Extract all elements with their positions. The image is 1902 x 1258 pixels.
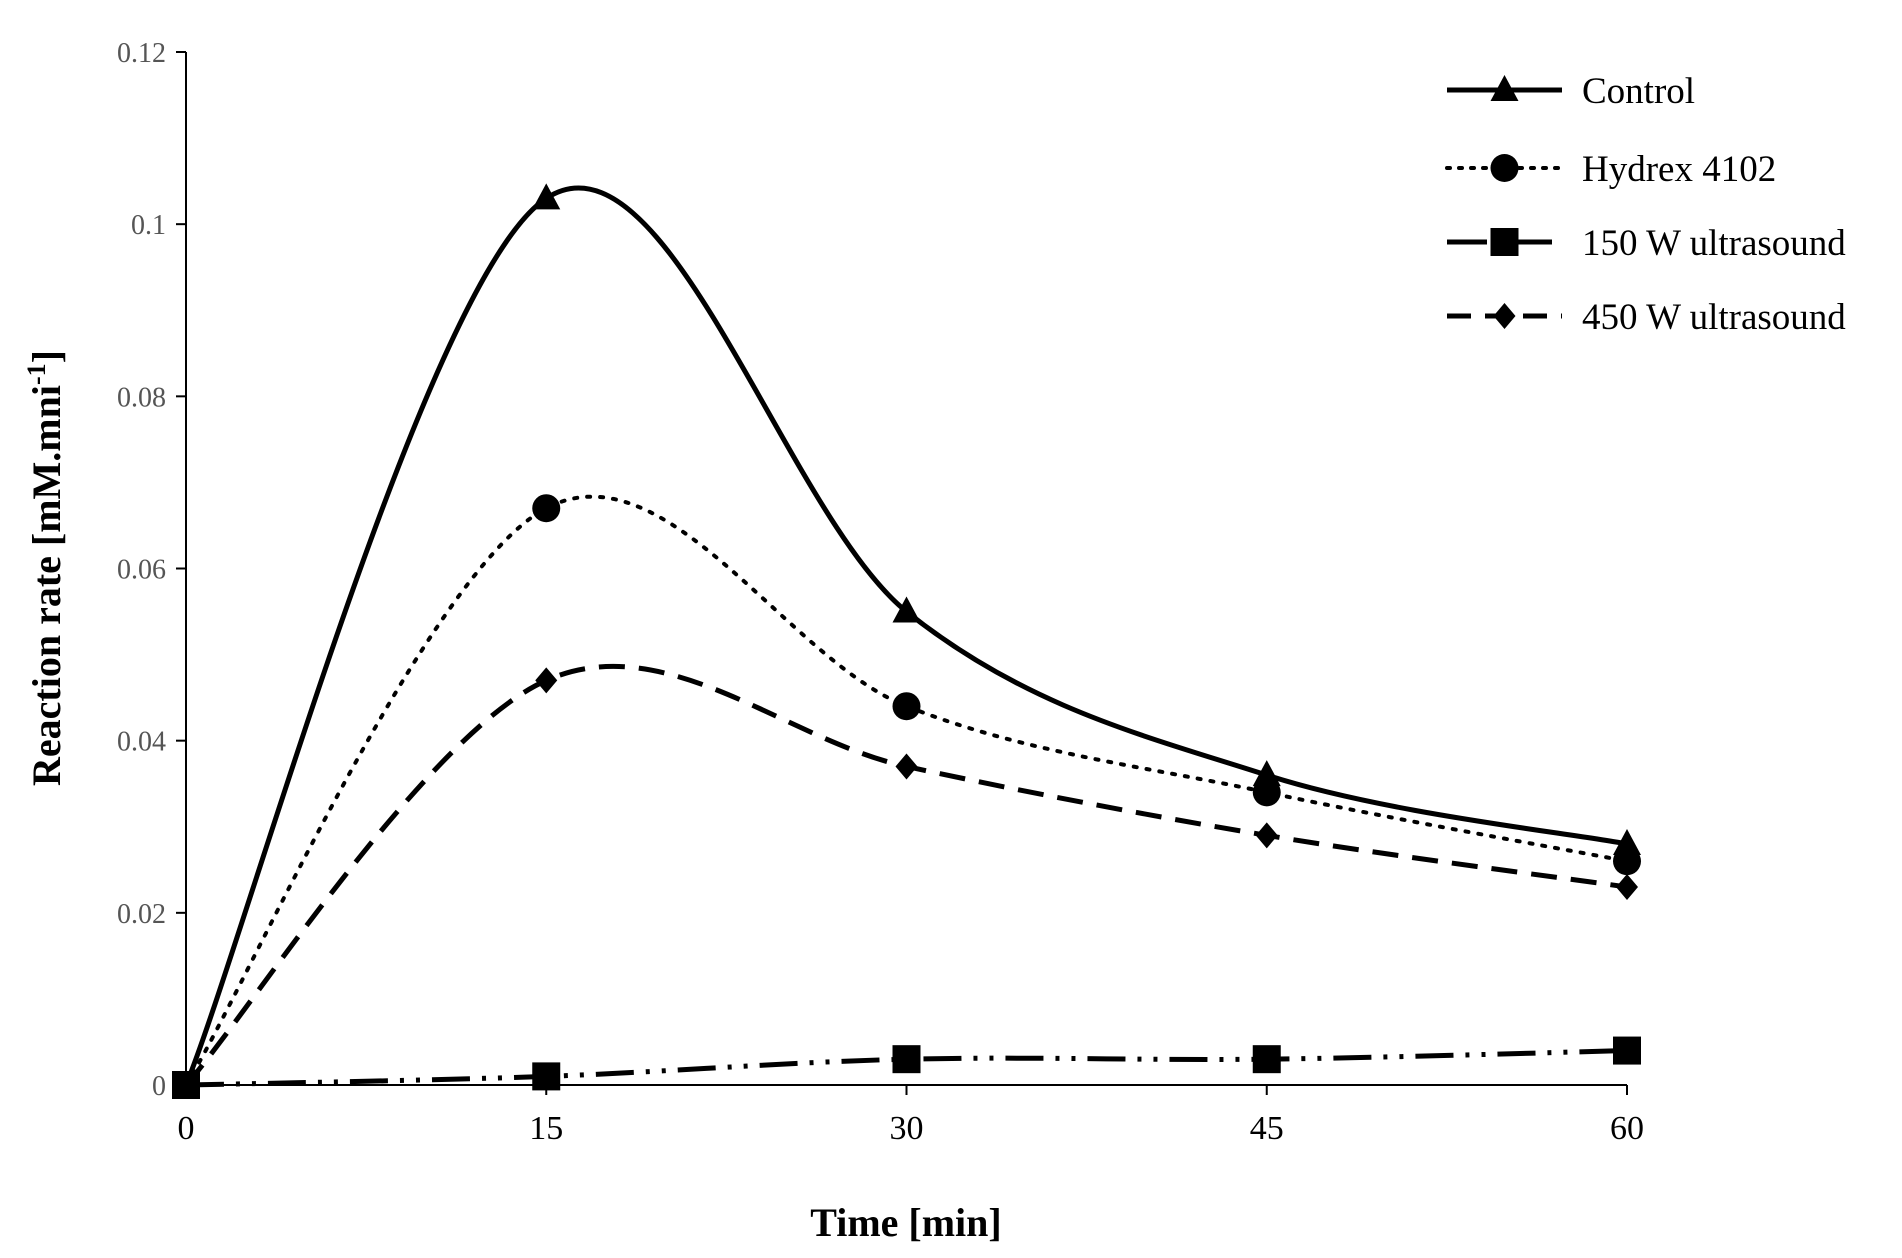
square-marker (532, 1062, 561, 1091)
x-tick-label: 30 (890, 1110, 924, 1147)
legend: Control Hydrex 4102 150 W ultrasound 450 W … (1445, 71, 1846, 338)
square-marker (892, 1045, 921, 1074)
series-line-3 (184, 663, 1628, 1087)
x-axis-title: Time [min] (810, 1200, 1001, 1245)
legend-label: Control (1582, 71, 1695, 112)
triangle-marker (1252, 760, 1281, 787)
y-tick-label: 0.06 (117, 555, 166, 586)
y-tick-label: 0 (152, 1071, 166, 1102)
axes (185, 52, 1627, 1086)
x-tick-label: 60 (1610, 1110, 1644, 1147)
diamond-marker (895, 753, 918, 780)
series-lines (183, 185, 1629, 1088)
legend-circle-icon (1490, 154, 1519, 182)
square-marker (1613, 1036, 1641, 1065)
diamond-marker (175, 1072, 197, 1098)
y-tick-label: 0.1 (131, 210, 166, 241)
legend-square-icon (1490, 228, 1519, 256)
y-tick-label: 0.08 (117, 382, 166, 413)
circle-marker (532, 494, 561, 523)
series-line-1 (184, 494, 1629, 1087)
diamond-marker (1255, 822, 1278, 849)
circle-marker (892, 692, 921, 721)
legend-triangle-icon (1490, 75, 1519, 101)
diamond-marker (1616, 874, 1638, 901)
y-tick-label: 0.12 (117, 38, 166, 69)
square-marker (1252, 1045, 1281, 1074)
legend-label: 150 W ultrasound (1582, 223, 1846, 264)
y-tick-label: 0.02 (117, 899, 166, 930)
diamond-marker (535, 667, 558, 694)
y-ticks: 0 0.02 0.04 0.06 0.08 0.1 0.12 (117, 38, 186, 1102)
x-tick-label: 45 (1250, 1110, 1284, 1147)
y-axis-title-close: ] (24, 350, 69, 363)
series-markers (172, 183, 1641, 1099)
x-ticks: 0 15 30 45 60 (178, 1085, 1644, 1147)
triangle-marker (532, 183, 561, 210)
y-axis-title-superscript: -1 (22, 363, 51, 385)
y-axis-title: Reaction rate [mM.mni-1] (22, 350, 69, 786)
series-line-0 (183, 185, 1628, 1086)
legend-label: 450 W ultrasound (1582, 297, 1846, 338)
triangle-marker (892, 596, 921, 623)
triangle-marker (1613, 828, 1641, 855)
legend-diamond-icon (1493, 303, 1516, 329)
y-axis-title-main: Reaction rate [mM.mni (24, 385, 69, 786)
circle-marker (1613, 847, 1641, 876)
x-tick-label: 0 (178, 1110, 195, 1147)
x-tick-label: 15 (529, 1110, 563, 1147)
y-tick-label: 0.04 (117, 727, 166, 758)
legend-label: Hydrex 4102 (1582, 149, 1776, 190)
circle-marker (1252, 778, 1281, 807)
